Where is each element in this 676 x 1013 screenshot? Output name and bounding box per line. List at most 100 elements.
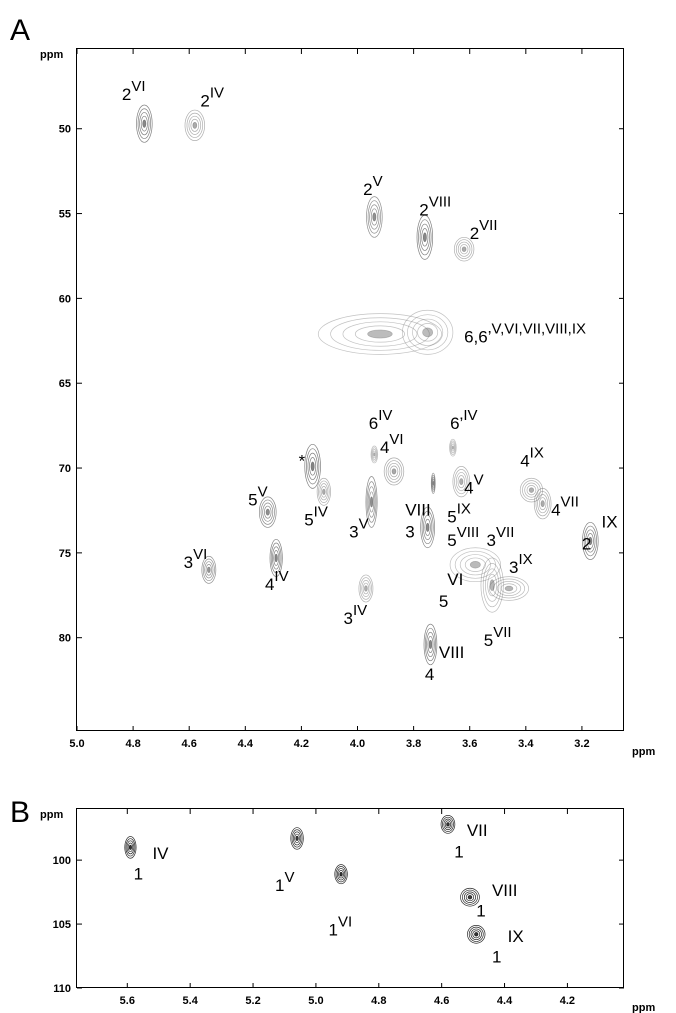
peak-assignment-label: VIII [405, 501, 431, 520]
peak-label-base: 4 [551, 501, 560, 520]
x-tick-label: 3.2 [574, 738, 589, 750]
peak-label-base: VIII [492, 881, 518, 900]
x-tick-label: 5.2 [245, 995, 260, 1007]
y-tick-label: 50 [59, 124, 71, 136]
peak-label-base: VII [467, 821, 488, 840]
x-tick-label: 4.8 [371, 995, 386, 1007]
panel-letter-b: B [10, 796, 30, 829]
x-tick-label: 4.2 [560, 995, 575, 1007]
peak-assignment-label: 3V [349, 516, 368, 542]
hsqc-peak [269, 538, 283, 577]
x-tick-label: 5.0 [308, 995, 323, 1007]
peak-label-base: 6’ [450, 414, 463, 433]
peak-assignment-label: 4VI [380, 431, 404, 457]
hsqc-peak [582, 521, 599, 561]
peak-assignment-label: 1 [476, 901, 485, 920]
hsqc-peak [480, 557, 504, 613]
peak-assignment-label: 1 [454, 843, 463, 862]
y-tick-label: 100 [53, 855, 71, 867]
hsqc-peak [258, 496, 277, 528]
peak-label-base: 5 [248, 490, 257, 509]
hsqc-peak [440, 815, 456, 834]
peak-assignment-label: 5IV [304, 504, 328, 530]
peak-assignment-label: 2VIII [419, 193, 451, 219]
peak-assignment-label: 2VI [122, 78, 146, 104]
y-tick-label: 80 [59, 633, 71, 645]
peak-label-superscript: VI [131, 78, 145, 95]
hsqc-peak [366, 196, 383, 238]
peak-label-base: 5 [484, 631, 493, 650]
peak-label-base: * [299, 451, 306, 470]
peak-label-superscript: VIII [457, 524, 480, 541]
hsqc-peak [316, 477, 331, 506]
hsqc-peak [365, 476, 378, 528]
hsqc-peak [304, 443, 321, 489]
hsqc-peak [430, 472, 436, 494]
peak-assignment-label: VII [467, 821, 488, 840]
peak-label-base: 5 [439, 592, 448, 611]
peak-label-base: VIII [405, 501, 431, 520]
hsqc-peak [201, 555, 217, 584]
peak-assignment-label: 4 [425, 665, 434, 684]
peak-assignment-label: IX [602, 512, 618, 531]
peak-label-base: 4 [380, 438, 389, 457]
hsqc-peak [449, 438, 457, 457]
peak-assignment-label: 5V [248, 483, 267, 509]
x-tick-label: 4.0 [350, 738, 365, 750]
peak-label-base: 1 [492, 947, 501, 966]
peak-label-base: 2 [122, 85, 131, 104]
peak-assignment-label: * [299, 451, 306, 470]
y-tick-label: 110 [53, 983, 71, 995]
hsqc-peak [334, 864, 348, 885]
x-tick-label: 4.6 [434, 995, 449, 1007]
hsqc-peak [453, 236, 475, 262]
y-tick-label: 65 [59, 378, 71, 390]
peak-label-base: 2 [582, 534, 591, 553]
peak-label-base: 3 [184, 553, 193, 572]
peak-assignment-label: 2VII [470, 217, 498, 243]
hsqc-peak [423, 623, 438, 666]
peak-label-base: VIII [439, 643, 465, 662]
peak-label-superscript: IX [518, 551, 532, 568]
peak-label-superscript: IV [353, 602, 367, 619]
peak-assignment-label: 5 [439, 592, 448, 611]
peak-label-base: IX [508, 927, 524, 946]
peak-label-base: 1 [454, 843, 463, 862]
hsqc-peak [184, 109, 205, 141]
peak-label-superscript: VI [389, 431, 403, 448]
peak-label-base: 5 [447, 507, 456, 526]
peak-assignment-label: 5IX [447, 500, 471, 526]
y-tick-label: 70 [59, 463, 71, 475]
panel-b-ticks: 5.6 5.4 5.2 5.0 4.8 4.6 4.4 4.2 100 105 110 [53, 809, 624, 1007]
peak-assignment-label: VI [447, 570, 463, 589]
peak-assignment-label: 2V [363, 173, 382, 199]
peak-label-superscript: VII [496, 524, 514, 541]
peak-assignment-label: 5VII [484, 624, 512, 650]
x-tick-label: 5.6 [120, 995, 135, 1007]
peak-assignment-label: IV [152, 844, 169, 863]
peak-assignment-label: 1V [275, 869, 294, 895]
peak-label-superscript: V [285, 869, 295, 886]
peak-label-base: 3 [487, 531, 496, 550]
x-tick-label: 5.4 [183, 995, 199, 1007]
peak-label-superscript: IV [463, 407, 477, 424]
y-tick-label: 75 [59, 548, 71, 560]
peak-assignment-label: 6IV [369, 407, 393, 433]
panel-a-peaks [136, 104, 599, 666]
peak-label-superscript: IV [274, 568, 288, 585]
peak-label-superscript: V,VI,VII,VIII,IX [492, 320, 586, 337]
peak-assignment-label: 4IV [265, 568, 289, 594]
hsqc-peak [317, 313, 443, 355]
peak-label-superscript: V [373, 173, 383, 190]
peak-label-base: 5 [447, 531, 456, 550]
peak-label-base: 3 [405, 523, 414, 542]
x-tick-label: 4.8 [125, 738, 140, 750]
hsqc-peak [460, 887, 480, 907]
peak-label-base: VI [447, 570, 463, 589]
hsqc-peak [402, 309, 454, 355]
peak-label-superscript: VII [479, 217, 497, 234]
peak-assignment-label: 3VII [487, 524, 515, 550]
peak-label-superscript: IX [530, 444, 544, 461]
panel-a-y-axis-unit: ppm [40, 49, 63, 61]
